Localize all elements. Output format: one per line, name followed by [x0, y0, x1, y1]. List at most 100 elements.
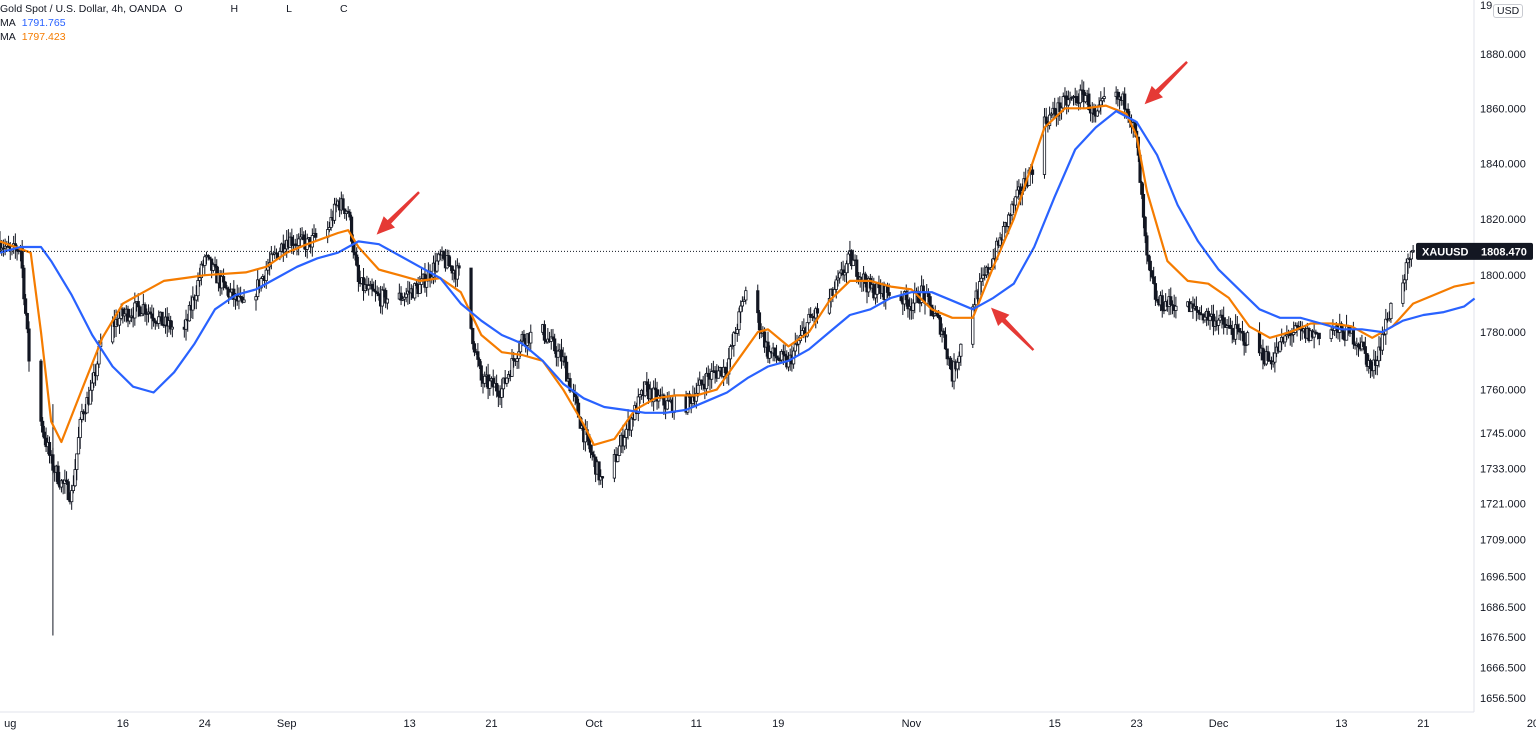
- candle-body: [553, 338, 557, 352]
- candle-body: [41, 420, 45, 433]
- candle-body: [728, 346, 733, 360]
- candle-body: [1042, 116, 1047, 175]
- candle-body: [348, 211, 352, 218]
- candle-body: [1116, 91, 1120, 100]
- time-tick-label: 19: [772, 718, 784, 730]
- candle-body: [1053, 107, 1057, 115]
- candle-body: [1382, 333, 1386, 336]
- candle-body: [290, 236, 294, 246]
- candle-body: [213, 264, 217, 267]
- candle-body: [151, 317, 156, 322]
- candle-body: [476, 351, 480, 360]
- candle-body: [39, 360, 43, 422]
- candle-body: [612, 454, 617, 479]
- candle-body: [1015, 189, 1019, 198]
- candle-body: [597, 461, 601, 481]
- candle-body: [662, 394, 666, 406]
- time-tick-label: Nov: [902, 718, 922, 730]
- candle-body: [259, 278, 263, 289]
- candle-body: [491, 378, 495, 388]
- candle-body: [739, 305, 743, 313]
- candle-body: [80, 411, 84, 420]
- candle-body: [868, 278, 873, 289]
- candle-body: [1075, 96, 1079, 103]
- candle-body: [735, 329, 739, 334]
- legend-symbol-row[interactable]: Gold Spot / U.S. Dollar, 4h, OANDA O H L C: [0, 2, 348, 16]
- candle-body: [1203, 316, 1207, 321]
- candle-body: [191, 296, 195, 311]
- candle-body: [1404, 262, 1408, 281]
- candle-body: [73, 469, 77, 487]
- candle-body: [629, 417, 634, 431]
- candle-body: [455, 265, 459, 280]
- candle-body: [887, 292, 891, 296]
- candle-body: [297, 238, 301, 246]
- currency-badge[interactable]: USD: [1493, 4, 1524, 18]
- candle-body: [783, 353, 787, 357]
- price-tick-label: 1840.000: [1480, 158, 1526, 170]
- candle-body: [143, 304, 147, 315]
- last-price-tag: XAUUSD 1808.470: [1416, 242, 1533, 260]
- candle-body: [169, 320, 173, 330]
- candle-body: [1237, 328, 1241, 333]
- candle-body: [510, 358, 514, 377]
- candle-body: [223, 281, 227, 289]
- candle-body: [367, 285, 371, 290]
- price-axis-top-fragment: 19: [1480, 0, 1492, 12]
- candle-body: [64, 479, 69, 483]
- time-tick-label: 202: [1527, 718, 1536, 730]
- candle-body: [136, 301, 140, 308]
- candle-body: [281, 243, 285, 253]
- candle-body: [935, 313, 939, 316]
- candle-body: [827, 297, 832, 314]
- candle-body: [850, 250, 854, 267]
- candle-body: [221, 276, 226, 283]
- legend-ma-blue-row[interactable]: MA 1791.765: [0, 16, 348, 30]
- legend-ma-orange-row[interactable]: MA 1797.423: [0, 30, 348, 44]
- legend-high-label: H: [230, 3, 239, 15]
- candle-body: [329, 217, 333, 228]
- candle-body: [402, 296, 407, 300]
- candle-body: [1008, 214, 1012, 216]
- candle-body: [70, 490, 74, 503]
- candle-body: [911, 302, 915, 311]
- candle-body: [863, 273, 867, 284]
- candle-body: [117, 317, 122, 326]
- legend-low-label: L: [286, 3, 292, 15]
- candle-body: [1244, 344, 1248, 347]
- candle-body: [590, 451, 594, 456]
- candle-body: [122, 313, 127, 317]
- candle-body: [1155, 298, 1159, 302]
- candle-body: [617, 445, 622, 456]
- price-axis[interactable]: 1880.000 1860.000 1840.000 1820.000 1800.000…: [1480, 49, 1526, 705]
- time-tick-label: 11: [691, 718, 702, 730]
- candle-body: [187, 305, 192, 322]
- candle-body: [1206, 310, 1210, 321]
- candle-body: [1169, 296, 1173, 306]
- candle-body: [1387, 318, 1391, 321]
- candle-body: [1401, 282, 1405, 304]
- candle-body: [27, 328, 31, 362]
- candle-body: [780, 351, 784, 361]
- candle-body: [732, 332, 736, 346]
- candle-body: [1402, 279, 1407, 284]
- candle-body: [1194, 305, 1198, 311]
- ma-blue-line: [0, 110, 1476, 414]
- candle-body: [505, 377, 509, 384]
- ma-orange-line: [0, 104, 1475, 446]
- time-tick-label: Dec: [1209, 718, 1229, 730]
- candle-body: [160, 311, 164, 326]
- last-price-value: 1808.470: [1481, 246, 1527, 258]
- price-tick-label: 1656.500: [1480, 693, 1526, 705]
- candle-body: [600, 476, 605, 479]
- candle-body: [133, 302, 137, 319]
- candle-body: [638, 394, 642, 398]
- candle-body: [846, 253, 850, 265]
- candle-body: [225, 287, 229, 290]
- candle-body: [1044, 116, 1048, 124]
- price-tick-label: 1686.500: [1480, 602, 1526, 614]
- time-axis[interactable]: ug 16 24 Sep 13 21 Oct 11 19 Nov 15 23 Dec 13 21 202: [4, 718, 1536, 730]
- candle-body: [500, 388, 504, 398]
- candle-body: [242, 299, 246, 303]
